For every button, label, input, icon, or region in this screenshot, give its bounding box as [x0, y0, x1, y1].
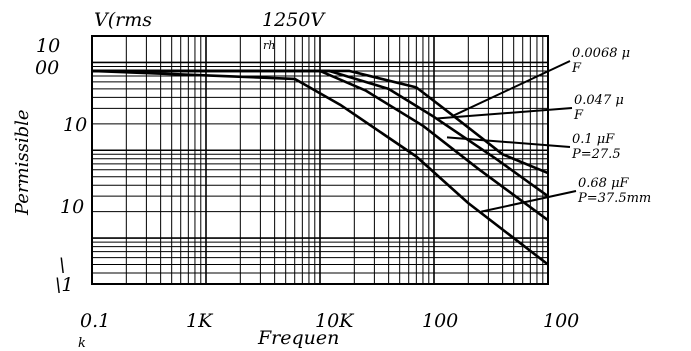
- y-tick-label: 10: [60, 196, 84, 218]
- series-labels: 0.0068 μF0.047 μF0.1 μFP=27.50.68 μFP=37…: [571, 46, 651, 206]
- leader-line: [481, 190, 577, 213]
- series-label-1: F: [571, 61, 582, 76]
- y-unit-label: V(rms: [94, 9, 152, 31]
- series-label-3: 0.1 μF: [572, 132, 615, 147]
- y-tick-label: \: [59, 254, 65, 276]
- x-tick-label: 100: [422, 310, 458, 332]
- plot-fragment-text: rh: [263, 39, 275, 52]
- series-lines: [91, 69, 549, 266]
- x-axis-title: Frequen: [257, 327, 339, 349]
- y-tick-label: 00: [35, 57, 59, 79]
- leader-line: [446, 136, 571, 148]
- x-tick-label: 0.1: [80, 310, 110, 332]
- plot-frame: [91, 35, 549, 285]
- y-tick-label: \1: [55, 274, 74, 296]
- x-tick-sublabel: k: [78, 336, 86, 351]
- chart-title: 1250V: [262, 9, 326, 31]
- x-tick-labels: 0.1 1K 10K 100 100 k: [78, 310, 579, 351]
- x-tick-label: 100: [543, 310, 579, 332]
- series-label-4: 0.68 μF: [578, 176, 630, 191]
- leader-line: [436, 107, 573, 120]
- legend-leader-lines: [436, 60, 577, 213]
- x-tick-label: 1K: [186, 310, 214, 332]
- y-tick-label: 10: [36, 35, 60, 57]
- leader-line: [453, 60, 571, 117]
- series-line-3: [92, 69, 549, 222]
- series-line-4: [91, 69, 549, 266]
- series-label-1: 0.0068 μ: [572, 46, 630, 61]
- series-label-2: 0.047 μ: [574, 93, 624, 108]
- y-axis-title: Permissible: [12, 109, 33, 216]
- series-label-2: F: [573, 108, 584, 123]
- series-label-3: P=27.5: [571, 147, 621, 162]
- y-tick-label: 10: [63, 114, 87, 136]
- x-tick-label: 10K: [315, 310, 355, 332]
- series-label-4: P=37.5mm: [577, 191, 651, 206]
